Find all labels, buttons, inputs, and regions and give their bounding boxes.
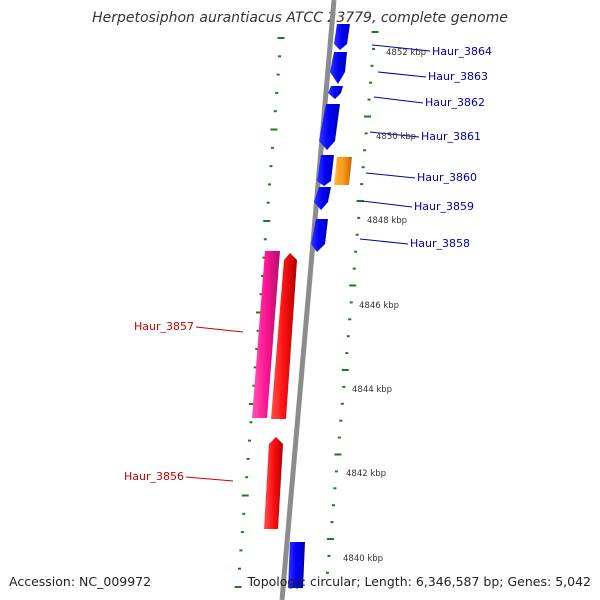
accession-value: NC_009972 — [79, 574, 152, 589]
topology-label: Topology: — [247, 574, 307, 589]
gene-label[interactable]: Haur_3860 — [417, 171, 477, 184]
gene-label[interactable]: Haur_3863 — [428, 70, 488, 83]
scale-label: 4848 kbp — [367, 216, 407, 226]
gene-feature[interactable] — [288, 542, 305, 588]
scale-label: 4844 kbp — [352, 385, 392, 395]
gene-label[interactable]: Haur_3859 — [414, 200, 474, 213]
gene-feature[interactable] — [334, 24, 350, 50]
topology-separator: ; — [356, 574, 365, 589]
accession-info: Accession: NC_009972 — [9, 574, 151, 589]
gene-label[interactable]: Haur_3857 — [134, 320, 194, 333]
gene-label[interactable]: Haur_3861 — [421, 130, 481, 143]
length-label: Length: — [364, 574, 412, 589]
scale-labels: 4852 kbp 4850 kbp 4848 kbp 4846 kbp 4844 kbp… — [343, 48, 426, 564]
genes-value: 5,042 — [555, 574, 591, 589]
gene-features — [252, 24, 352, 588]
gene-labels: Haur_3864 Haur_3863 Haur_3862 Haur_3861 Haur… — [124, 45, 492, 483]
label-leader-line — [359, 238, 409, 245]
length-value: 6,346,587 bp — [415, 574, 500, 589]
genome-summary: Topology: circular; Length: 6,346,587 bp; … — [248, 574, 591, 589]
gene-feature[interactable] — [317, 155, 334, 186]
label-leader-line — [369, 131, 420, 138]
gene-feature[interactable] — [264, 437, 283, 529]
gene-label[interactable]: Haur_3862 — [425, 96, 485, 109]
gene-feature[interactable] — [319, 104, 340, 150]
label-leader-line — [373, 96, 424, 104]
genome-backbone — [279, 0, 337, 600]
label-leader-line — [185, 476, 234, 482]
scale-label: 4840 kbp — [343, 554, 383, 564]
gene-label[interactable]: Haur_3858 — [410, 237, 470, 250]
gene-label[interactable]: Haur_3856 — [124, 470, 184, 483]
gene-feature[interactable] — [330, 52, 347, 84]
label-leaders — [185, 44, 431, 482]
topology-value: circular — [310, 574, 357, 589]
gene-feature[interactable] — [271, 253, 297, 419]
scale-label: 4842 kbp — [346, 469, 386, 479]
label-leader-line — [377, 71, 427, 78]
scale-label: 4846 kbp — [359, 301, 399, 311]
label-leader-line — [365, 172, 416, 179]
gene-feature[interactable] — [328, 86, 343, 99]
gene-feature[interactable] — [314, 187, 331, 210]
label-leader-line — [361, 200, 413, 208]
length-separator: ; — [499, 574, 508, 589]
genes-label: Genes: — [507, 574, 552, 589]
accession-label: Accession: — [9, 574, 76, 589]
label-leader-line — [195, 326, 244, 333]
scale-label: 4852 kbp — [386, 48, 426, 58]
label-leader-line — [371, 44, 431, 52]
gene-feature[interactable] — [334, 157, 352, 185]
scale-label: 4850 kbp — [376, 132, 416, 142]
genome-title: Herpetosiphon aurantiacus ATCC 23779, co… — [92, 10, 508, 26]
gene-feature[interactable] — [311, 219, 328, 252]
gene-feature[interactable] — [252, 251, 280, 418]
gene-label[interactable]: Haur_3864 — [432, 45, 492, 58]
